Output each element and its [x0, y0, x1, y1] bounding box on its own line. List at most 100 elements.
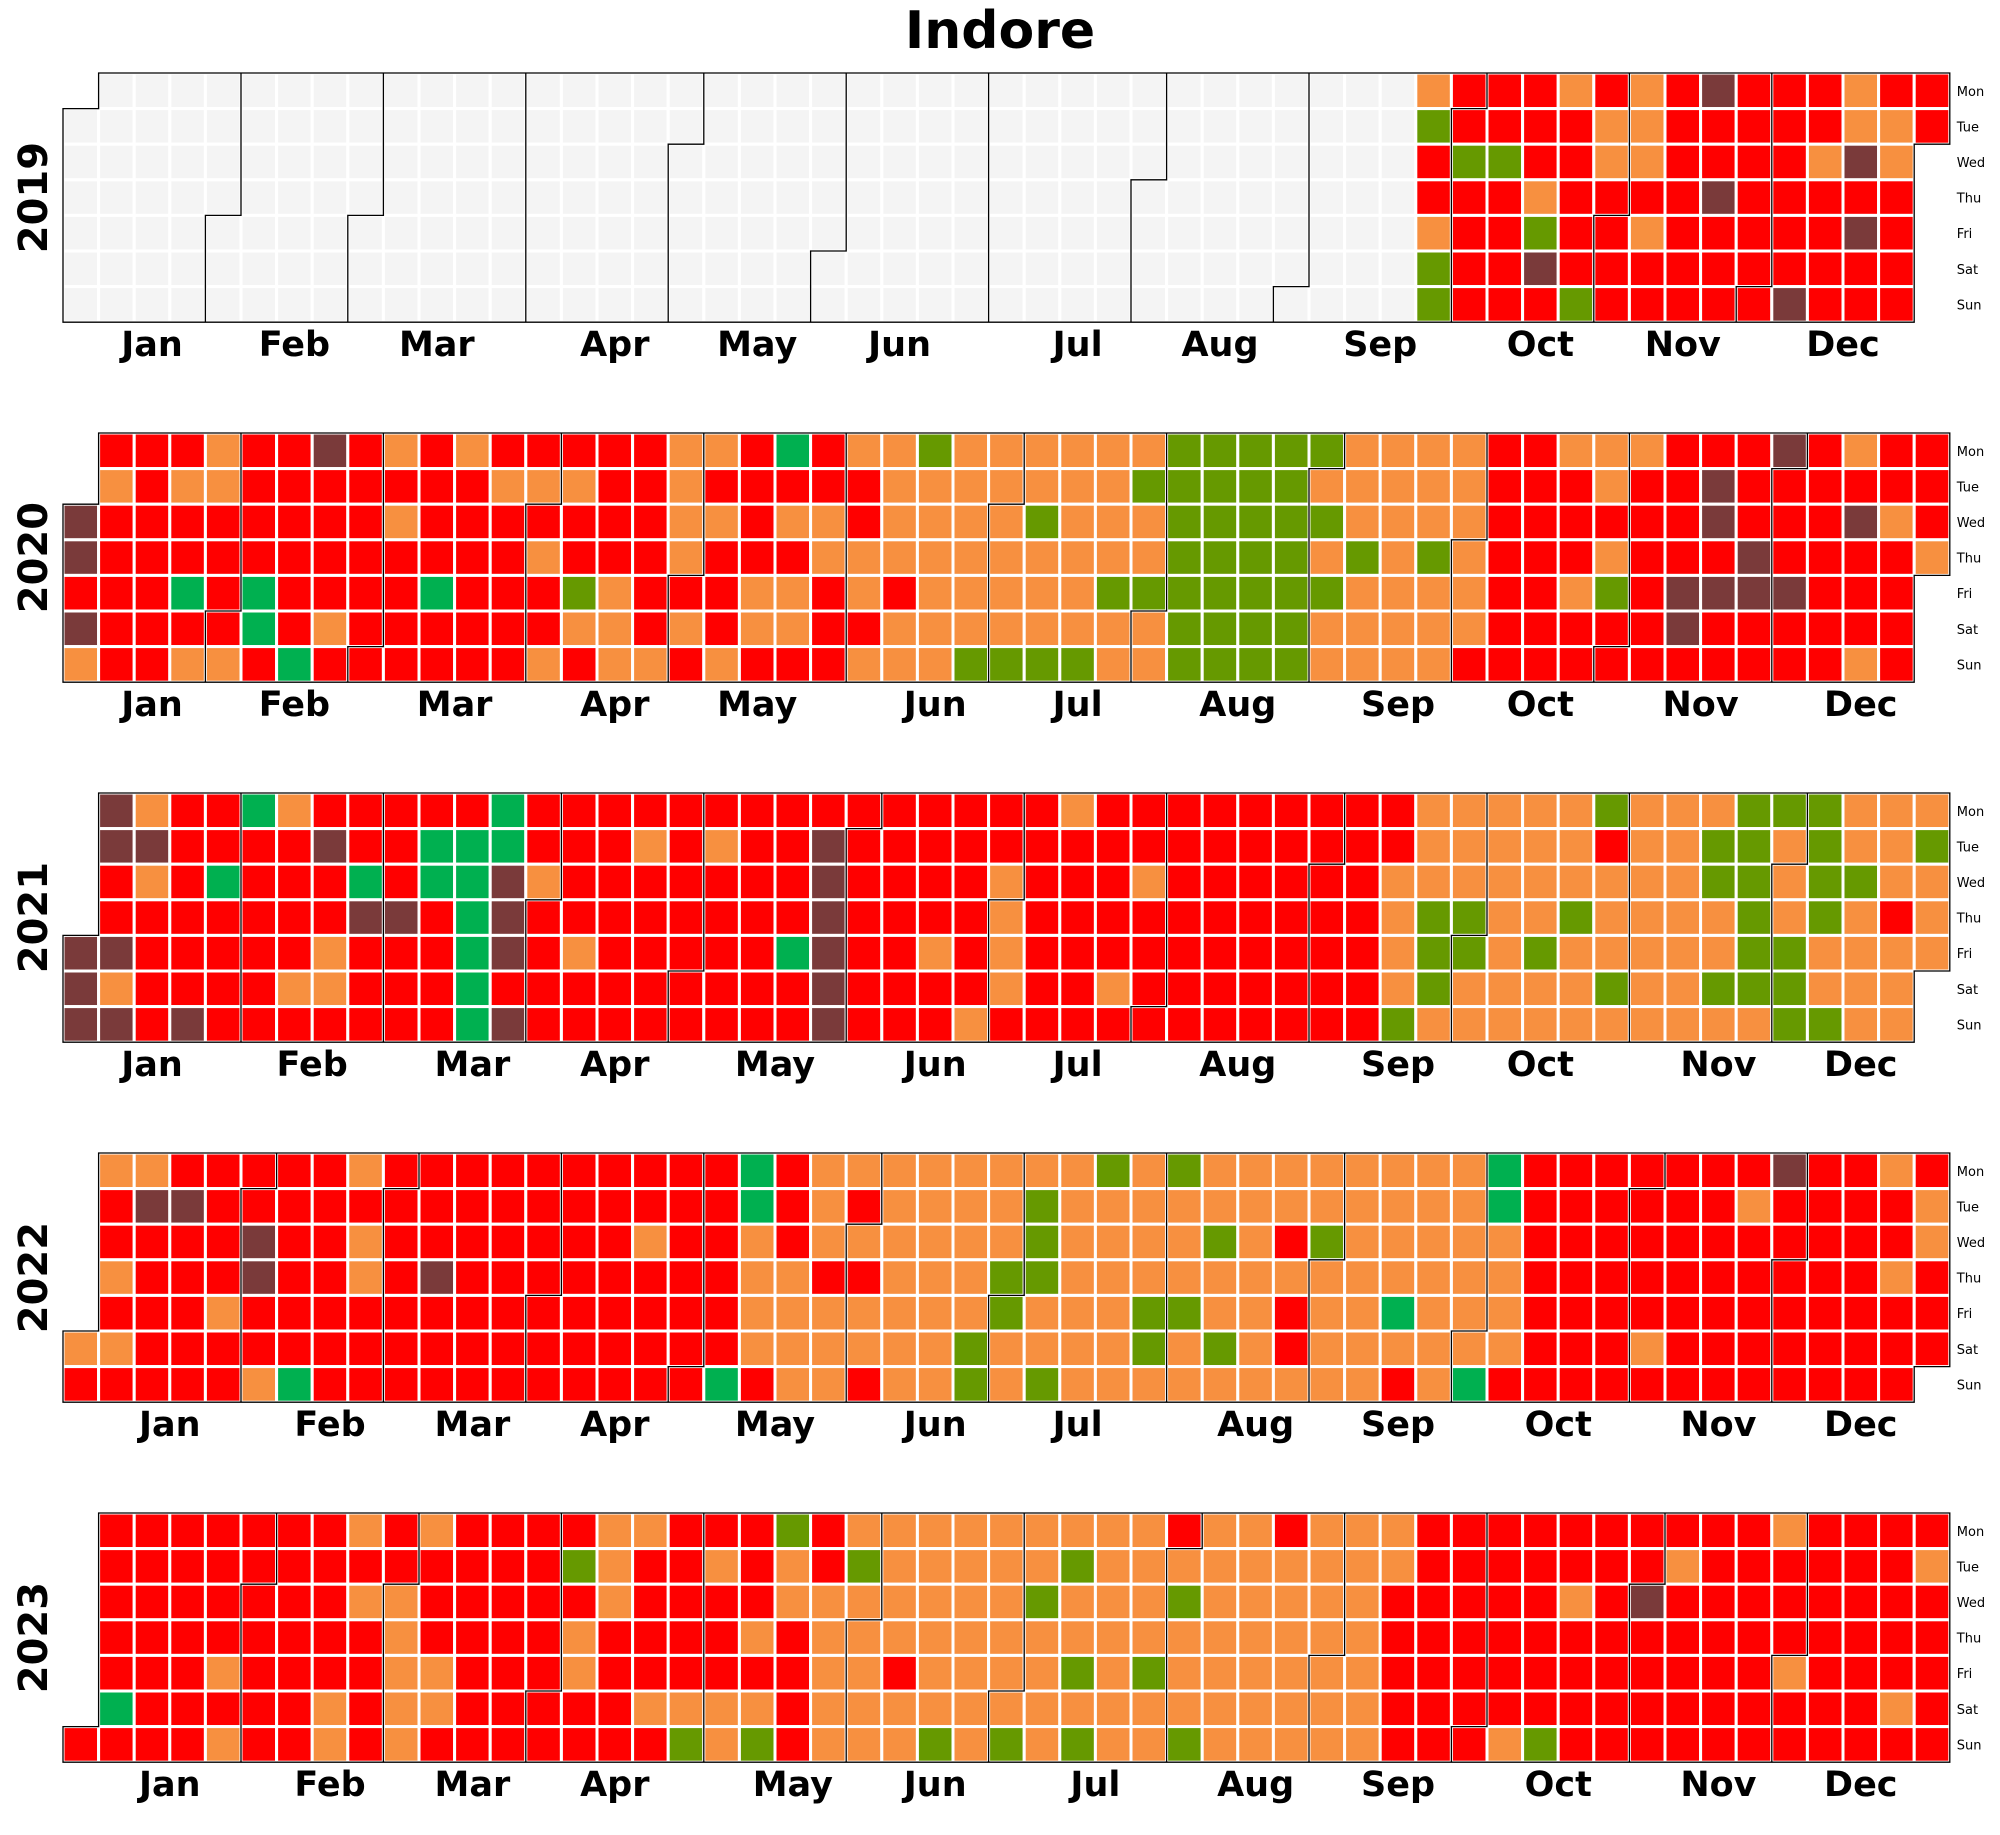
- day-cell: [1378, 1151, 1418, 1191]
- day-cell: [666, 645, 706, 684]
- day-cell: [1485, 1258, 1525, 1297]
- day-cell: [1129, 1547, 1169, 1586]
- day-cell: [1805, 1187, 1845, 1226]
- day-cell: [1770, 609, 1809, 649]
- month-label-dec: Dec: [1824, 1765, 1898, 1805]
- day-cell: [1449, 285, 1489, 324]
- day-cell: [987, 1653, 1026, 1693]
- day-cell: [1307, 933, 1347, 973]
- day-cell: [1022, 249, 1062, 289]
- day-cell: [453, 1222, 492, 1262]
- month-boundary: [1771, 433, 1809, 683]
- day-cell: [1912, 1725, 1952, 1764]
- day-cell: [1058, 1329, 1097, 1369]
- day-cell: [1877, 1618, 1916, 1657]
- day-cell: [1521, 1689, 1560, 1729]
- month-boundary: [987, 1153, 1025, 1403]
- day-cell: [1841, 1511, 1881, 1551]
- day-cell: [666, 1222, 706, 1262]
- day-cell: [1093, 1258, 1133, 1297]
- day-cell: [1770, 502, 1809, 542]
- day-cell: [203, 502, 243, 542]
- day-cell: [951, 1582, 991, 1622]
- day-cell: [453, 431, 492, 471]
- day-cell: [203, 573, 243, 613]
- day-cell: [773, 1329, 813, 1369]
- day-cell: [1307, 1618, 1347, 1657]
- day-cell: [1236, 1005, 1275, 1044]
- day-cell: [310, 645, 350, 684]
- day-cell: [239, 213, 279, 253]
- day-cell: [1271, 285, 1311, 324]
- day-cell: [1271, 431, 1311, 471]
- day-cell: [915, 1582, 955, 1622]
- day-cell: [1022, 609, 1062, 649]
- day-cell: [1449, 1653, 1489, 1693]
- year-panel-2019: Jan Feb Mar Apr May Jun Jul Aug Sep Oct Nov DecMonT…: [11, 71, 1985, 365]
- day-cell: [809, 1365, 848, 1404]
- day-cell: [1841, 467, 1881, 506]
- day-cell: [1627, 1618, 1667, 1657]
- day-cell: [488, 1222, 528, 1262]
- day-cell: [809, 791, 848, 831]
- day-cell: [1236, 1618, 1275, 1657]
- day-cell: [1022, 969, 1062, 1009]
- day-cell: [417, 827, 457, 866]
- day-cell: [1414, 1689, 1453, 1729]
- day-cell: [168, 1689, 207, 1729]
- day-cell: [737, 502, 777, 542]
- day-cell: [1912, 1258, 1952, 1297]
- day-cell: [1449, 71, 1489, 111]
- day-cell: [1877, 1365, 1916, 1404]
- day-cell: [631, 1293, 670, 1333]
- day-cell: [1877, 538, 1916, 577]
- day-cell: [346, 1725, 385, 1764]
- day-cell: [1093, 1653, 1133, 1693]
- day-cell: [1058, 1151, 1097, 1191]
- day-cell: [310, 791, 350, 831]
- day-cell: [844, 538, 884, 577]
- day-cell: [453, 791, 492, 831]
- day-cell: [915, 71, 955, 111]
- day-cell: [1271, 827, 1311, 866]
- day-cell: [951, 1187, 991, 1226]
- day-cell: [1592, 1725, 1631, 1764]
- day-cell: [1414, 862, 1453, 902]
- day-cell: [737, 933, 777, 973]
- day-cell: [1414, 933, 1453, 973]
- day-cell: [1200, 1618, 1240, 1657]
- day-cell: [1414, 71, 1453, 111]
- day-cell: [381, 1547, 421, 1586]
- month-boundary: [1771, 1513, 1809, 1763]
- day-cell: [310, 285, 350, 324]
- month-label-may: May: [717, 685, 797, 725]
- day-cell: [1521, 285, 1560, 324]
- day-cell: [1414, 969, 1453, 1009]
- day-cell: [1307, 71, 1347, 111]
- day-cell: [1307, 1329, 1347, 1369]
- day-cell: [773, 467, 813, 506]
- day-cell: [773, 71, 813, 111]
- day-cell: [346, 609, 385, 649]
- day-cell: [1485, 1005, 1525, 1044]
- day-cell: [1699, 1618, 1738, 1657]
- day-cell: [1592, 1187, 1631, 1226]
- day-cell: [1912, 431, 1952, 471]
- day-cell: [1307, 969, 1347, 1009]
- day-cell: [1663, 1222, 1703, 1262]
- month-boundary: [1308, 1153, 1346, 1403]
- day-cell: [1912, 1689, 1952, 1729]
- day-cell: [880, 1005, 919, 1044]
- day-cell: [453, 1689, 492, 1729]
- day-cell: [1093, 1329, 1133, 1369]
- day-cell: [1414, 1725, 1453, 1764]
- day-cell: [1485, 213, 1525, 253]
- day-cell: [1165, 1222, 1204, 1262]
- day-cell: [880, 609, 919, 649]
- day-cell: [1022, 1187, 1062, 1226]
- day-cell: [1343, 969, 1382, 1009]
- month-label-jan: Jan: [119, 325, 183, 365]
- day-cell: [1165, 538, 1204, 577]
- day-cell: [488, 1689, 528, 1729]
- day-cell: [1165, 285, 1204, 324]
